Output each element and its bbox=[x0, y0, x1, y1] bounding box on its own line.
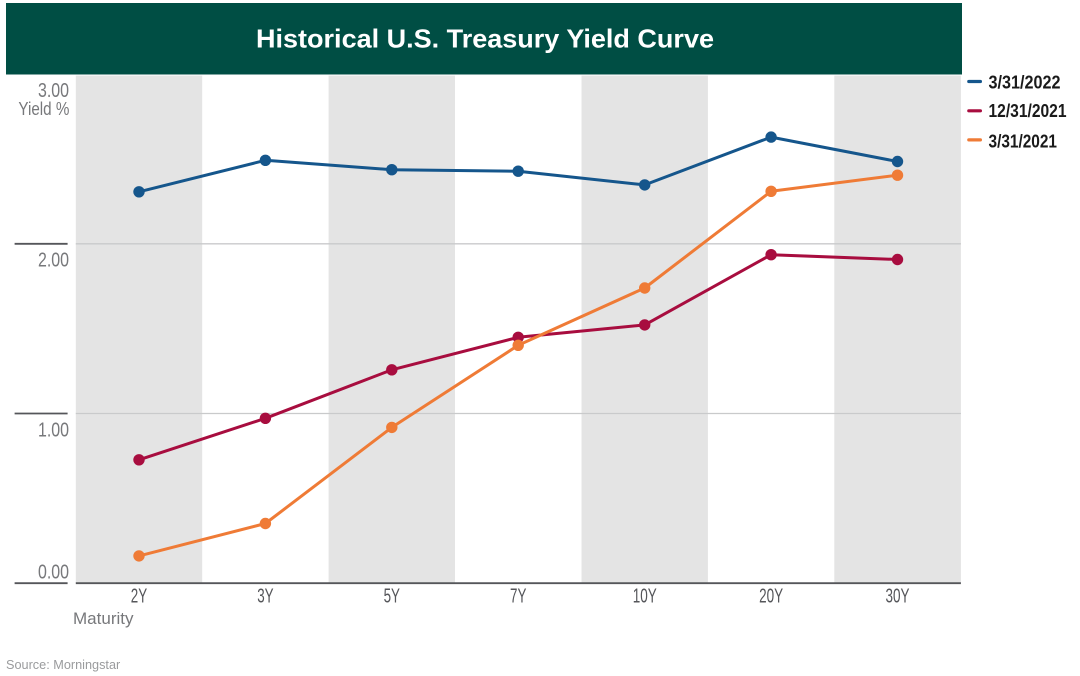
svg-text:Maturity: Maturity bbox=[73, 609, 134, 628]
svg-text:30Y: 30Y bbox=[886, 585, 910, 608]
svg-text:1.00: 1.00 bbox=[38, 418, 69, 441]
svg-text:3Y: 3Y bbox=[257, 585, 274, 608]
svg-text:12/31/2021: 12/31/2021 bbox=[989, 101, 1067, 121]
svg-text:7Y: 7Y bbox=[510, 585, 527, 608]
svg-text:2Y: 2Y bbox=[131, 585, 148, 608]
svg-text:0.00: 0.00 bbox=[38, 560, 69, 583]
svg-text:20Y: 20Y bbox=[759, 585, 783, 608]
svg-text:Historical U.S. Treasury Yield: Historical U.S. Treasury Yield Curve bbox=[256, 24, 714, 54]
svg-text:Yield %: Yield % bbox=[18, 99, 69, 119]
svg-text:Source: Morningstar: Source: Morningstar bbox=[6, 658, 121, 672]
svg-text:3.00: 3.00 bbox=[38, 79, 69, 102]
svg-text:3/31/2022: 3/31/2022 bbox=[989, 72, 1061, 92]
svg-text:10Y: 10Y bbox=[633, 585, 657, 608]
svg-text:3/31/2021: 3/31/2021 bbox=[989, 131, 1058, 151]
svg-text:2.00: 2.00 bbox=[38, 249, 69, 272]
svg-text:5Y: 5Y bbox=[384, 585, 401, 608]
